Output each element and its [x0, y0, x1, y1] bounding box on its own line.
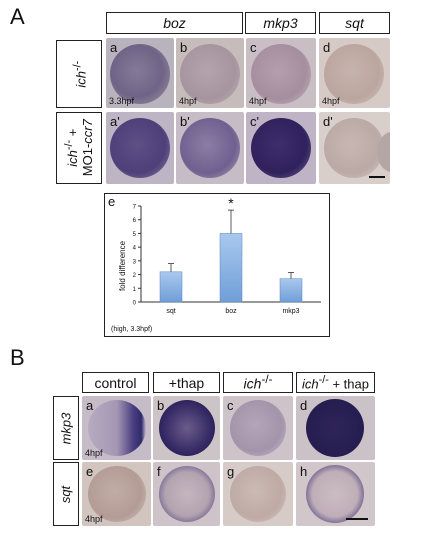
- row-label-mkp3: mkp3: [53, 396, 79, 460]
- chart-note: (high, 3.3hpf): [111, 326, 152, 333]
- embryo: [251, 44, 311, 104]
- image-label: a: [110, 40, 118, 55]
- header-sqt: sqt: [319, 12, 390, 34]
- image-label: b: [157, 398, 165, 413]
- stage-label: 4hpf: [85, 514, 103, 524]
- embryo: [324, 44, 384, 104]
- image-label: c: [250, 40, 257, 55]
- image-b-a: a 4hpf: [82, 396, 151, 460]
- image-label: d: [323, 40, 331, 55]
- bar-sqt: [159, 271, 183, 303]
- embryo: [306, 465, 364, 523]
- stage-label: 4hpf: [85, 448, 103, 458]
- embryo: [88, 466, 146, 522]
- embryo: [230, 466, 286, 522]
- y-tick-label: 2: [133, 273, 137, 279]
- y-tick-label: 0: [133, 301, 137, 307]
- image-c: c 4hpf: [246, 38, 316, 108]
- y-tick-label: 5: [133, 232, 137, 238]
- bar-mkp3: [279, 278, 303, 303]
- scale-bar: [369, 176, 385, 178]
- image-b-b: b: [153, 396, 220, 460]
- chart-panel-letter: e: [108, 194, 116, 209]
- bar-boz: [219, 233, 243, 303]
- image-label: g: [227, 464, 235, 479]
- image-b-h: h: [296, 462, 375, 526]
- y-axis-label: fold difference: [118, 240, 127, 291]
- header-ich-thap: ich-/- + thap: [296, 372, 375, 393]
- y-tick-label: 6: [133, 218, 137, 224]
- y-tick-label: 1: [133, 287, 137, 293]
- embryo: [159, 400, 215, 456]
- image-label: e: [86, 464, 94, 479]
- image-label: f: [157, 464, 161, 479]
- row-label-text: sqt: [58, 485, 74, 503]
- stage-label: 4hpf: [249, 96, 267, 106]
- embryo: [88, 400, 146, 456]
- image-label: b: [180, 40, 188, 55]
- bars: sqt boz mkp3: [159, 209, 303, 315]
- header-thap: +thap: [153, 372, 220, 393]
- image-d-prime: d': [319, 112, 390, 184]
- y-tick-label: 3: [133, 259, 137, 265]
- image-d: d 4hpf: [319, 38, 390, 108]
- x-tick-label: boz: [225, 308, 237, 315]
- chart-panel-e: e fold difference 0 1 2 3 4 5 6 7 sqt boz mkp3 * …: [104, 193, 330, 337]
- image-label: c': [250, 114, 259, 129]
- stage-label: 3.3hpf: [109, 96, 135, 106]
- header-boz: boz: [106, 12, 243, 34]
- image-a-prime: a': [106, 112, 174, 184]
- image-b: b 4hpf: [176, 38, 244, 108]
- embryo: [159, 466, 215, 522]
- embryo: [306, 399, 364, 457]
- image-label: c: [227, 398, 234, 413]
- embryo: [324, 118, 384, 178]
- image-c-prime: c': [246, 112, 316, 184]
- image-b-e: e 4hpf: [82, 462, 151, 526]
- image-label: d: [300, 398, 308, 413]
- image-label: b': [180, 114, 190, 129]
- image-b-prime: b': [176, 112, 244, 184]
- header-mkp3: mkp3: [245, 12, 316, 34]
- image-b-f: f: [153, 462, 220, 526]
- embryo: [230, 400, 286, 456]
- header-control: control: [82, 372, 149, 393]
- bar-chart: fold difference 0 1 2 3 4 5 6 7 sqt boz mkp3 * (h…: [111, 195, 321, 333]
- embryo: [110, 118, 170, 178]
- image-label: a': [110, 114, 120, 129]
- embryo: [377, 132, 390, 172]
- stage-label: 4hpf: [179, 96, 197, 106]
- row-label-ich-mo1-ccr7: ich-/- + MO1-ccr7: [56, 112, 102, 184]
- image-b-g: g: [223, 462, 293, 526]
- image-a: a 3.3hpf: [106, 38, 174, 108]
- panel-a-letter: A: [10, 4, 25, 29]
- significance-asterisk: *: [228, 195, 234, 211]
- y-tick-label: 4: [133, 246, 137, 252]
- scale-bar: [346, 518, 368, 520]
- stage-label: 4hpf: [322, 96, 340, 106]
- y-ticks: 0 1 2 3 4 5 6 7: [133, 205, 141, 307]
- panel-b-letter: B: [10, 345, 25, 370]
- embryo: [251, 118, 311, 178]
- x-tick-label: mkp3: [282, 308, 299, 315]
- row-label-ich: ich-/-: [56, 40, 102, 108]
- embryo: [180, 44, 240, 104]
- image-b-c: c: [223, 396, 293, 460]
- row-label-text: mkp3: [58, 412, 74, 444]
- row-label-sqt: sqt: [53, 462, 79, 526]
- x-tick-label: sqt: [166, 308, 175, 315]
- image-label: d': [323, 114, 333, 129]
- image-label: a: [86, 398, 94, 413]
- image-label: h: [300, 464, 308, 479]
- y-tick-label: 7: [133, 205, 137, 211]
- embryo: [180, 118, 240, 178]
- header-ich: ich-/-: [223, 372, 293, 393]
- embryo: [110, 44, 170, 104]
- image-b-d: d: [296, 396, 375, 460]
